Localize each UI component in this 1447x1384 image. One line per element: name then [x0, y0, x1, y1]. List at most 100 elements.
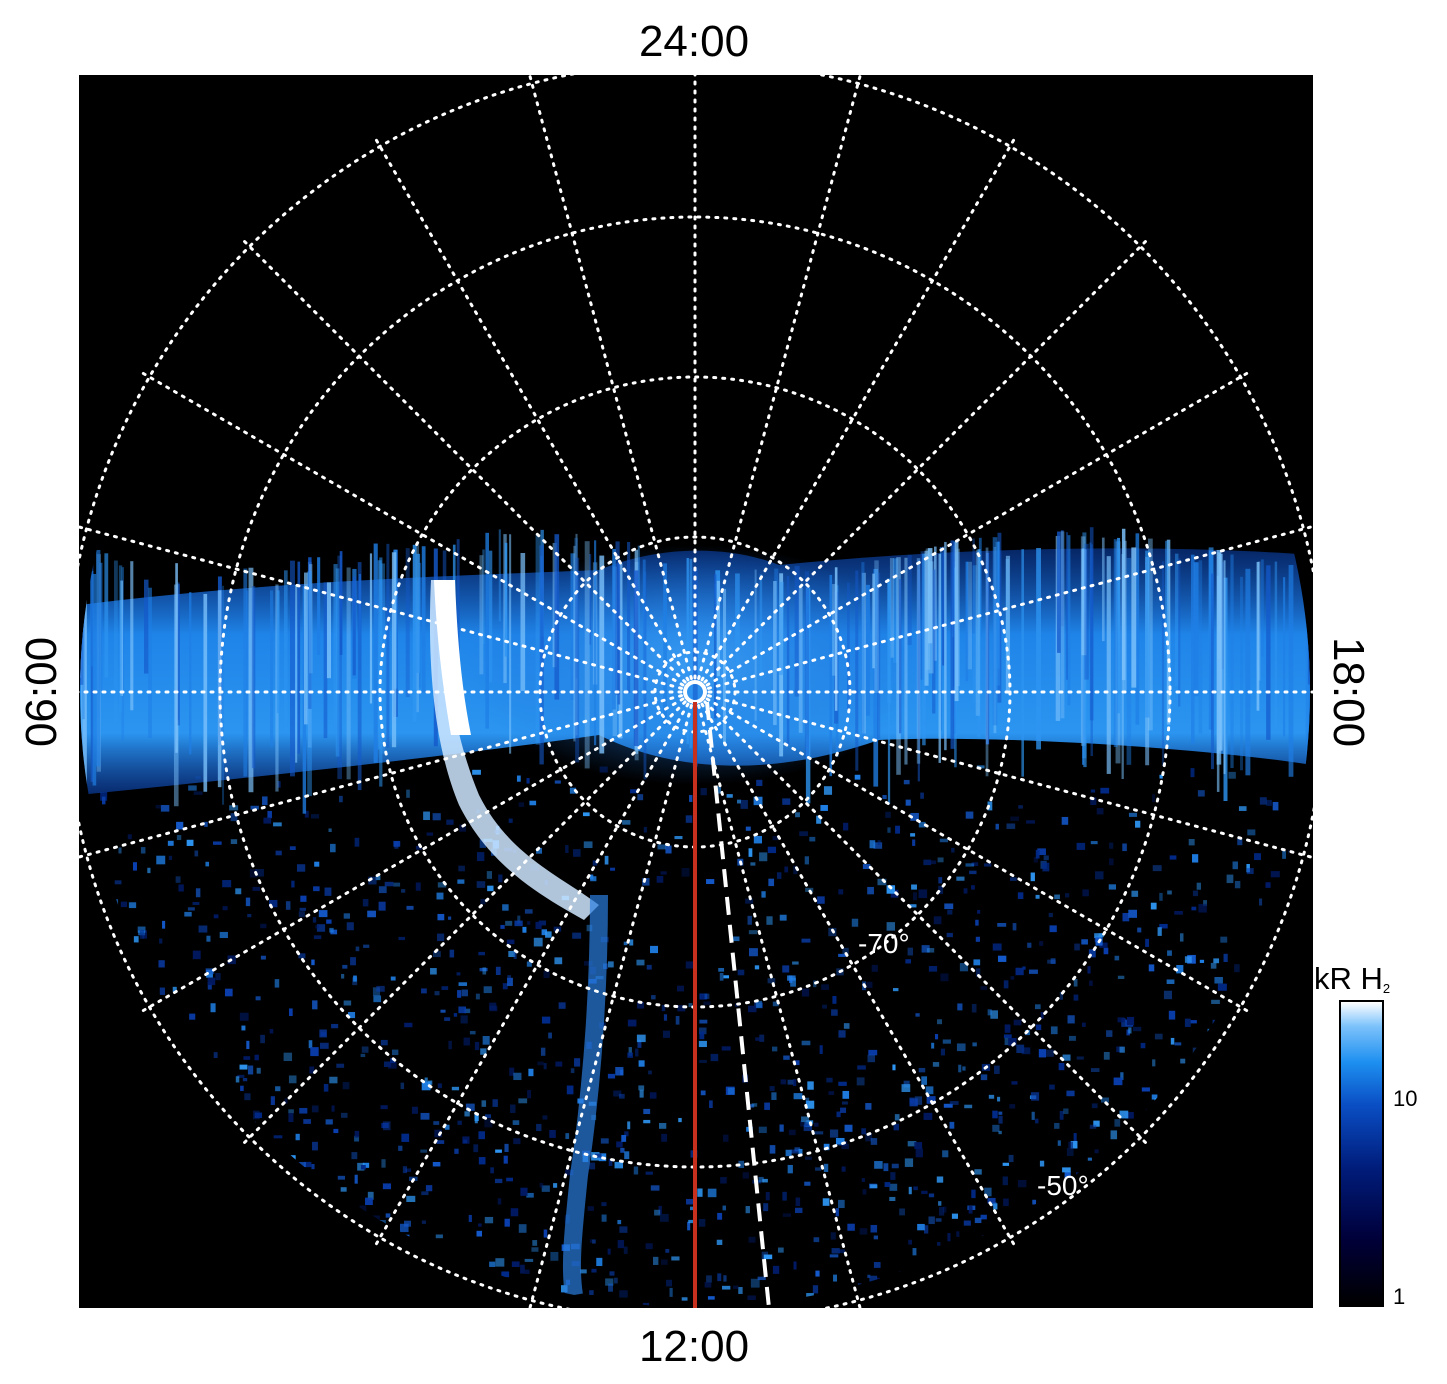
noise-pixel [238, 1231, 246, 1240]
noise-pixel [140, 847, 146, 854]
noise-pixel [1268, 1081, 1274, 1090]
noise-pixel [675, 1015, 680, 1025]
noise-pixel [1150, 902, 1157, 910]
noise-pixel [1198, 903, 1207, 913]
noise-pixel [665, 1248, 670, 1253]
noise-pixel [175, 876, 181, 883]
noise-pixel [1203, 1233, 1212, 1241]
noise-pixel [291, 880, 295, 888]
noise-pixel [179, 1202, 183, 1210]
aurora-streak [995, 541, 1000, 686]
noise-pixel [1059, 991, 1063, 1000]
noise-pixel [396, 1265, 406, 1272]
noise-pixel [1151, 1094, 1158, 1100]
noise-pixel [915, 1013, 920, 1017]
noise-pixel [772, 836, 779, 841]
noise-pixel [208, 1086, 217, 1090]
noise-pixel [665, 845, 672, 854]
noise-pixel [719, 972, 724, 981]
noise-pixel [275, 1086, 281, 1092]
aurora-streak [1178, 558, 1181, 707]
noise-pixel [615, 1067, 624, 1076]
noise-pixel [1159, 1160, 1165, 1168]
noise-pixel [1276, 1220, 1286, 1229]
noise-pixel [1254, 1135, 1263, 1141]
noise-pixel [1271, 1044, 1277, 1052]
noise-pixel [1304, 1273, 1308, 1280]
noise-pixel [137, 926, 146, 933]
aurora-streak [90, 570, 94, 667]
noise-pixel [372, 1299, 377, 1306]
aurora-streak [456, 539, 460, 689]
noise-pixel [1237, 1083, 1242, 1091]
noise-pixel [300, 895, 307, 902]
noise-pixel [1301, 1284, 1306, 1290]
noise-pixel [348, 1011, 356, 1019]
noise-pixel [205, 861, 210, 867]
colorbar-title-subscript: 2 [1382, 981, 1391, 996]
noise-pixel [365, 1197, 373, 1206]
noise-pixel [650, 945, 659, 954]
noise-pixel [962, 1066, 966, 1071]
noise-pixel [971, 885, 975, 890]
noise-pixel [1188, 839, 1195, 846]
noise-pixel [441, 986, 449, 990]
aurora-streak [829, 574, 833, 777]
noise-pixel [1237, 1137, 1246, 1145]
noise-pixel [1099, 942, 1108, 948]
noise-pixel [892, 988, 899, 992]
noise-pixel [628, 1047, 632, 1056]
noise-pixel [1095, 871, 1104, 880]
noise-pixel [243, 1172, 253, 1180]
noise-pixel [475, 993, 480, 1000]
noise-pixel [165, 1098, 175, 1104]
aurora-streak [412, 544, 417, 723]
noise-pixel [180, 1075, 186, 1082]
aurora-streak [82, 565, 87, 790]
noise-pixel [391, 1049, 399, 1056]
noise-pixel [290, 1223, 298, 1232]
noise-pixel [1268, 1133, 1276, 1138]
noise-pixel [1158, 1261, 1162, 1270]
noise-pixel [1180, 1058, 1186, 1064]
noise-pixel [1212, 1019, 1217, 1029]
noise-pixel [299, 1107, 308, 1114]
noise-pixel [1035, 1024, 1042, 1031]
noise-pixel [432, 951, 441, 958]
noise-pixel [756, 779, 763, 786]
noise-pixel [1093, 1120, 1100, 1127]
noise-pixel [688, 1219, 696, 1224]
noise-pixel [255, 869, 264, 877]
noise-pixel [506, 1177, 514, 1182]
noise-pixel [1039, 1278, 1046, 1284]
noise-pixel [1179, 933, 1184, 942]
noise-pixel [766, 916, 773, 925]
aurora-streak [1135, 533, 1140, 725]
noise-pixel [790, 977, 796, 987]
noise-pixel [222, 906, 228, 911]
aurora-streak [1131, 547, 1137, 688]
noise-pixel [394, 841, 399, 849]
noise-pixel [771, 1092, 777, 1100]
noise-pixel [804, 1156, 812, 1160]
aurora-streak [1067, 535, 1071, 706]
noise-pixel [289, 846, 296, 850]
noise-pixel [1189, 1302, 1195, 1307]
aurora-streak [967, 561, 972, 670]
noise-pixel [710, 1053, 719, 1062]
noise-pixel [307, 1245, 313, 1250]
noise-pixel [1229, 1271, 1238, 1278]
noise-pixel [815, 1270, 820, 1277]
noise-pixel [195, 1254, 200, 1258]
noise-pixel [1252, 1288, 1258, 1292]
noise-pixel [661, 1004, 666, 1012]
aurora-streak [498, 529, 501, 622]
noise-pixel [867, 1301, 872, 1307]
aurora-streak [1123, 540, 1127, 693]
noise-pixel [1186, 1285, 1196, 1295]
noise-pixel [401, 1133, 410, 1142]
noise-pixel [720, 1177, 727, 1184]
noise-pixel [685, 815, 693, 823]
noise-pixel [1022, 966, 1026, 970]
noise-pixel [1141, 1123, 1149, 1130]
